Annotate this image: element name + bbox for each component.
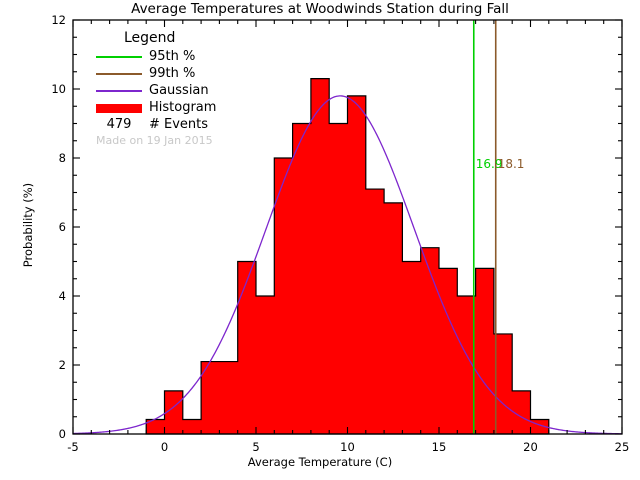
- x-tick-label: 5: [252, 440, 259, 454]
- x-tick-label: 15: [432, 440, 447, 454]
- legend-swatch-99th: [96, 67, 142, 81]
- x-tick-label: 0: [161, 440, 168, 454]
- y-tick-label: 0: [59, 427, 66, 441]
- p99-value-label: 18.1: [497, 157, 525, 171]
- x-tick-label: 25: [615, 440, 630, 454]
- legend-item-95th: 95th %: [96, 48, 326, 65]
- legend-swatch-gaussian: [96, 84, 142, 98]
- y-tick-label: 4: [59, 289, 66, 303]
- events-label: # Events: [149, 117, 209, 132]
- legend-swatch-histogram: [96, 101, 142, 115]
- legend-label-gaussian: Gaussian: [149, 83, 209, 98]
- legend-label-histogram: Histogram: [149, 100, 217, 115]
- legend-title: Legend: [124, 30, 176, 46]
- legend-swatch-95th: [96, 50, 142, 64]
- legend-item-events: 479 # Events: [96, 116, 326, 133]
- y-axis-title: Probability (%): [21, 182, 35, 268]
- x-tick-label: 20: [523, 440, 538, 454]
- y-tick-label: 6: [59, 220, 66, 234]
- p95-value-label: 16.9: [475, 157, 503, 171]
- legend-label-95th: 95th %: [149, 49, 196, 64]
- x-axis-title: Average Temperature (C): [247, 455, 393, 469]
- legend-label-99th: 99th %: [149, 66, 196, 81]
- x-tick-label: 10: [340, 440, 355, 454]
- chart-title: Average Temperatures at Woodwinds Statio…: [131, 1, 509, 17]
- gaussian-curve: [72, 95, 623, 435]
- y-tick-label: 8: [59, 151, 66, 165]
- events-count: 479: [106, 117, 132, 132]
- x-tick-label: -5: [67, 440, 78, 454]
- legend: Legend 95th % 99th % Gaussian Histogram: [96, 30, 326, 147]
- made-on-annotation: Made on 19 Jan 2015: [96, 134, 213, 147]
- y-tick-label: 10: [51, 82, 66, 96]
- y-tick-label: 2: [59, 358, 66, 372]
- y-tick-label: 12: [51, 13, 66, 27]
- legend-item-99th: 99th %: [96, 65, 326, 82]
- legend-item-gaussian: Gaussian: [96, 82, 326, 99]
- legend-item-histogram: Histogram: [96, 99, 326, 116]
